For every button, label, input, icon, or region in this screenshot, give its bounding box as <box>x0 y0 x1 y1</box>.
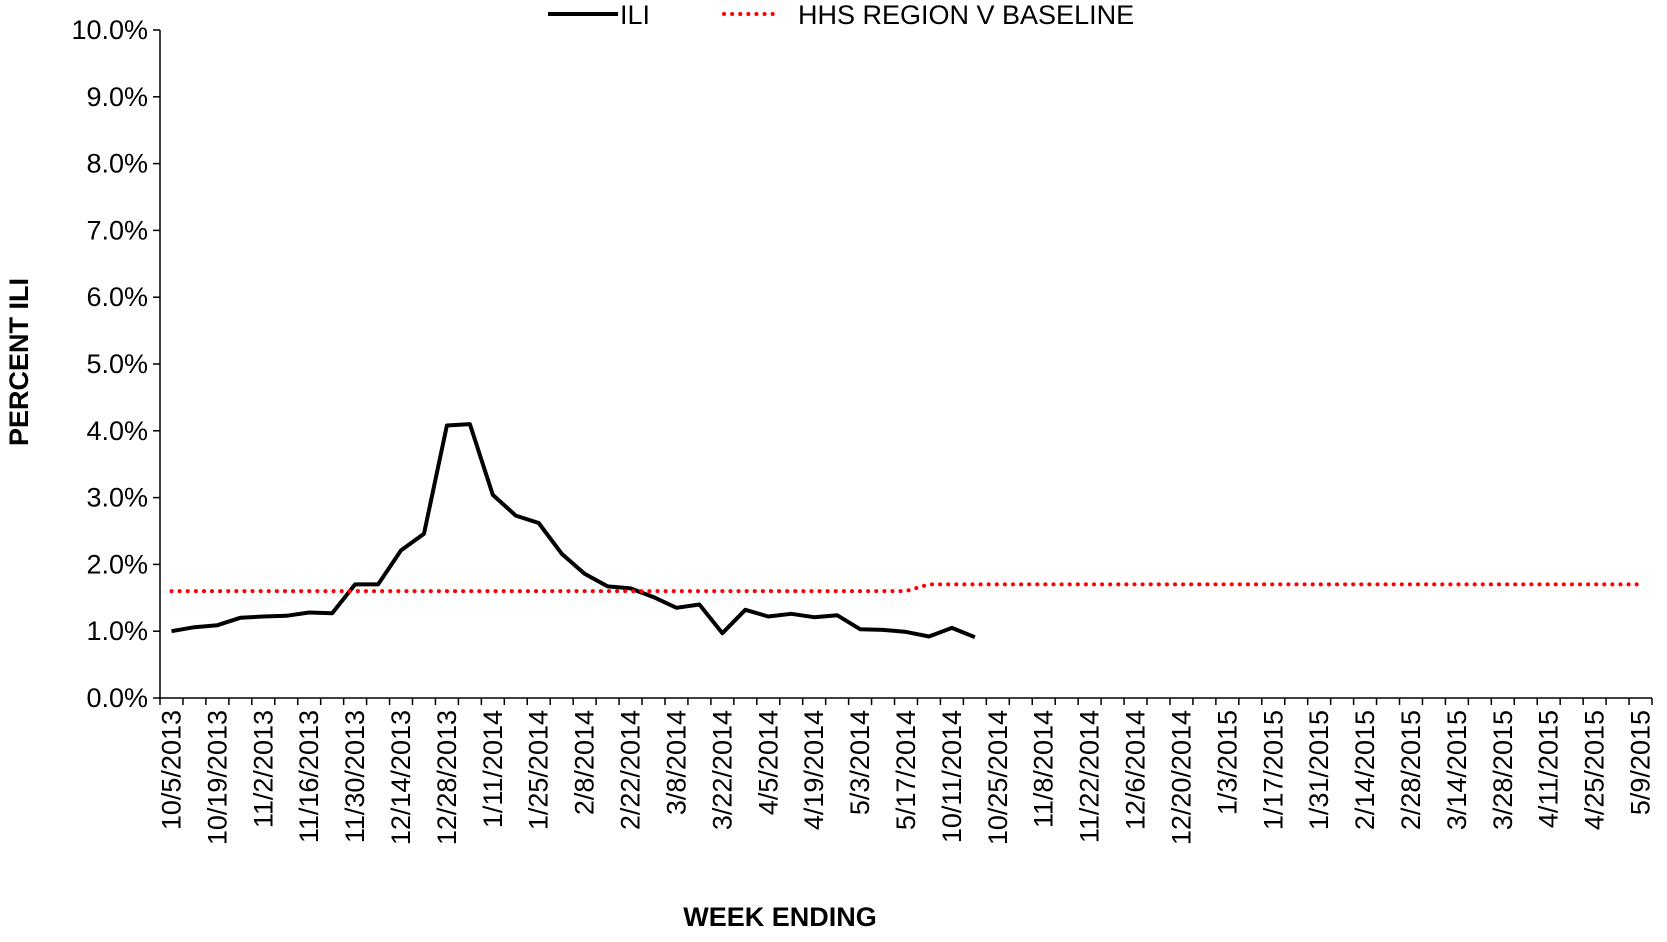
x-tick-label: 3/8/2014 <box>661 710 691 815</box>
x-tick-label: 10/19/2013 <box>202 710 232 845</box>
x-tick-label: 1/3/2015 <box>1212 710 1242 815</box>
y-tick-label: 9.0% <box>86 82 148 112</box>
y-tick-label: 3.0% <box>86 483 148 513</box>
x-tick-label: 2/28/2015 <box>1396 710 1426 830</box>
x-tick-label: 11/2/2013 <box>248 710 278 828</box>
x-tick-label: 3/14/2015 <box>1442 710 1472 830</box>
x-tick-label: 4/19/2014 <box>799 710 829 830</box>
x-tick-label: 10/11/2014 <box>937 710 967 843</box>
x-tick-label: 10/5/2013 <box>156 710 186 830</box>
x-tick-label: 11/8/2014 <box>1029 710 1059 828</box>
x-tick-label: 12/6/2014 <box>1121 710 1151 830</box>
y-tick-label: 5.0% <box>86 349 148 379</box>
y-tick-label: 4.0% <box>86 416 148 446</box>
y-tick-label: 6.0% <box>86 282 148 312</box>
legend-label: ILI <box>620 0 650 30</box>
x-tick-label: 3/22/2014 <box>707 710 737 830</box>
x-tick-label: 2/8/2014 <box>570 710 600 815</box>
y-tick-label: 2.0% <box>86 549 148 579</box>
y-tick-label: 1.0% <box>86 616 148 646</box>
x-tick-label: 4/5/2014 <box>753 710 783 815</box>
series-line <box>171 422 976 640</box>
x-tick-label: 4/11/2015 <box>1534 710 1564 828</box>
x-tick-label: 1/11/2014 <box>478 710 508 828</box>
x-tick-label: 12/14/2013 <box>386 710 416 845</box>
x-tick-label: 3/28/2015 <box>1488 710 1518 830</box>
y-tick-label: 7.0% <box>86 215 148 245</box>
x-tick-label: 11/16/2013 <box>294 710 324 843</box>
x-tick-label: 2/14/2015 <box>1350 710 1380 830</box>
x-tick-label: 5/9/2015 <box>1626 710 1656 815</box>
legend-label: HHS REGION V BASELINE <box>798 0 1134 30</box>
y-tick-label: 10.0% <box>71 15 148 45</box>
series-line <box>169 582 1643 594</box>
y-axis-title: PERCENT ILI <box>4 278 34 446</box>
x-tick-label: 11/30/2013 <box>340 710 370 843</box>
x-axis-title: WEEK ENDING <box>683 902 877 932</box>
x-tick-label: 12/20/2014 <box>1166 710 1196 845</box>
x-tick-label: 1/25/2014 <box>524 710 554 830</box>
x-tick-label: 1/17/2015 <box>1258 710 1288 830</box>
x-tick-label: 11/22/2014 <box>1075 710 1105 843</box>
x-tick-label: 12/28/2013 <box>432 710 462 845</box>
y-tick-label: 0.0% <box>86 683 148 713</box>
x-tick-label: 5/17/2014 <box>891 710 921 830</box>
y-tick-label: 8.0% <box>86 149 148 179</box>
x-tick-label: 5/3/2014 <box>845 710 875 815</box>
x-tick-label: 10/25/2014 <box>983 710 1013 845</box>
x-tick-label: 2/22/2014 <box>616 710 646 830</box>
x-tick-label: 4/25/2015 <box>1580 710 1610 830</box>
x-tick-label: 1/31/2015 <box>1304 710 1334 830</box>
